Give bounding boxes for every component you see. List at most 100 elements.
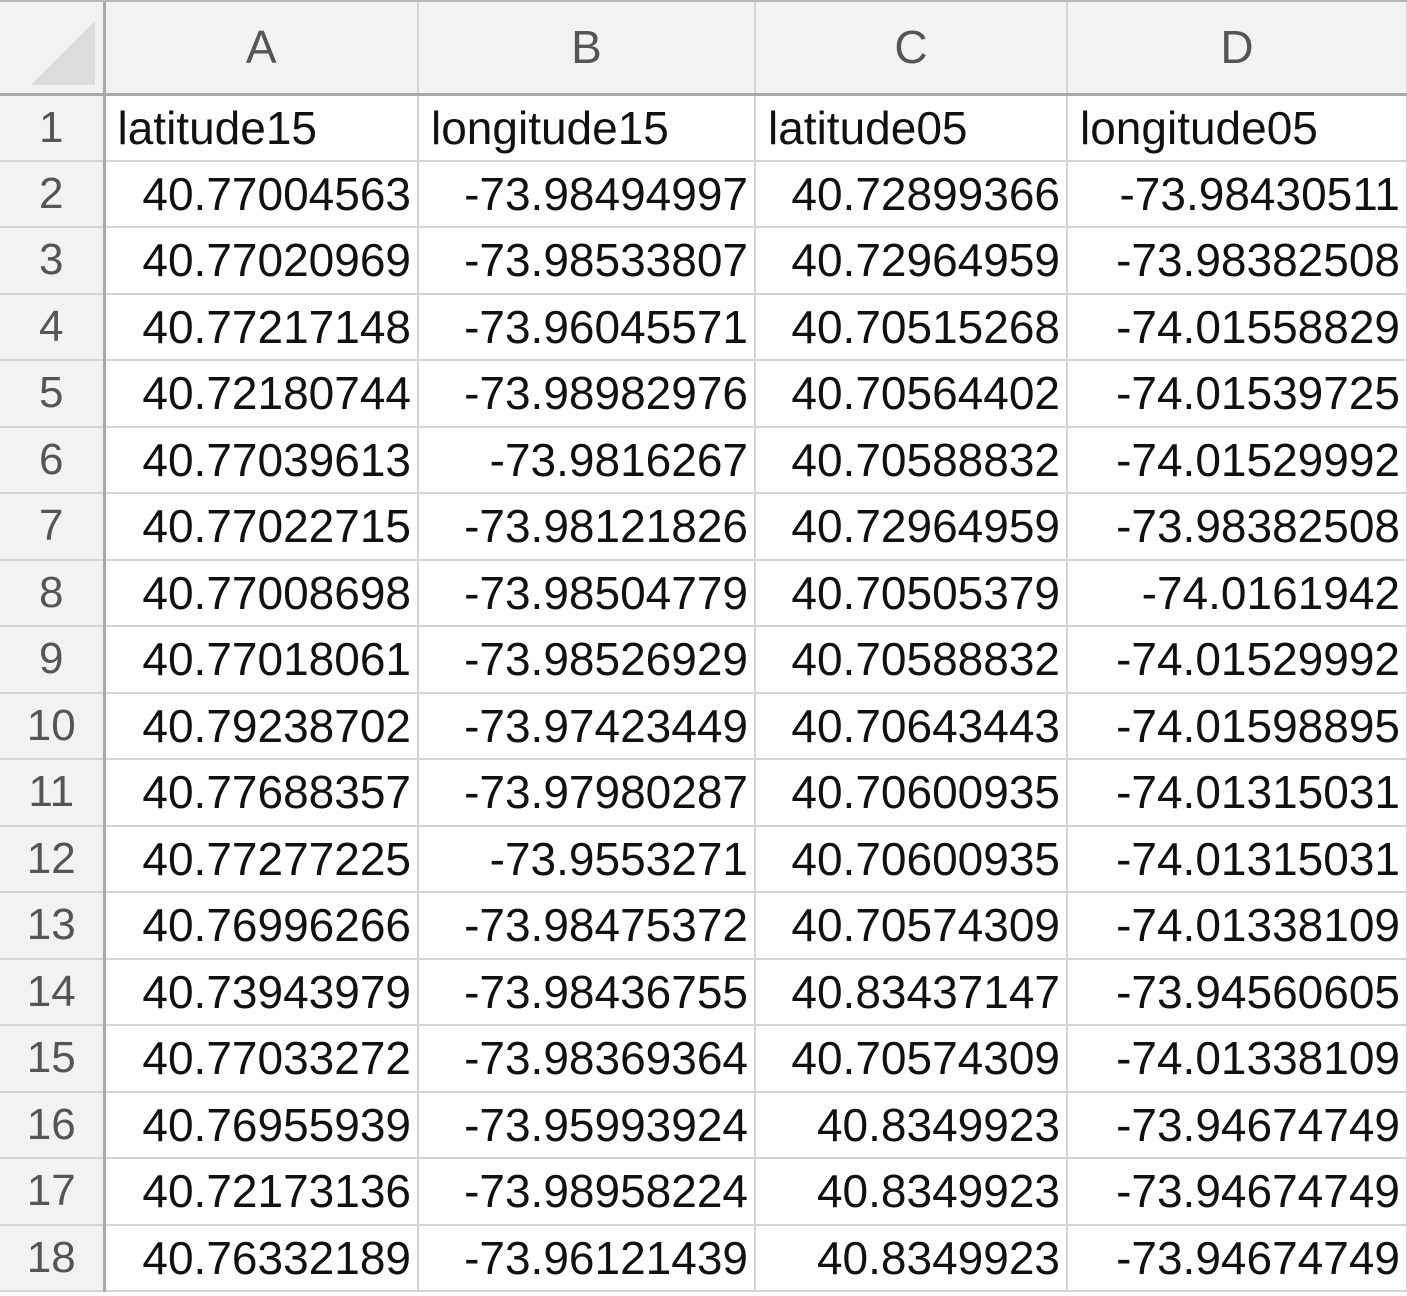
cell-c7[interactable]: 40.72964959	[755, 493, 1068, 561]
cell-b16[interactable]: -73.95993924	[418, 1091, 756, 1159]
cell-b17[interactable]: -73.98958224	[418, 1158, 756, 1226]
row-header[interactable]: 16	[0, 1091, 106, 1159]
cell-b4[interactable]: -73.96045571	[418, 293, 756, 361]
cell-d7[interactable]: -73.98382508	[1067, 493, 1407, 561]
cell-c8[interactable]: 40.70505379	[755, 559, 1068, 627]
cell-d9[interactable]: -74.01529992	[1067, 626, 1407, 694]
row-header[interactable]: 8	[0, 559, 106, 627]
cell-c15[interactable]: 40.70574309	[755, 1025, 1068, 1093]
column-header-b[interactable]: B	[418, 2, 756, 96]
cell-b3[interactable]: -73.98533807	[418, 227, 756, 295]
row-header[interactable]: 18	[0, 1224, 106, 1292]
cell-d15[interactable]: -74.01338109	[1067, 1025, 1407, 1093]
cell-d6[interactable]: -74.01529992	[1067, 426, 1407, 494]
cell-a1[interactable]: latitude15	[104, 94, 419, 162]
cell-a4[interactable]: 40.77217148	[104, 293, 419, 361]
cell-c1[interactable]: latitude05	[755, 94, 1068, 162]
cell-a3[interactable]: 40.77020969	[104, 227, 419, 295]
cell-d18[interactable]: -73.94674749	[1067, 1224, 1407, 1292]
cell-c17[interactable]: 40.8349923	[755, 1158, 1068, 1226]
cell-a6[interactable]: 40.77039613	[104, 426, 419, 494]
row-header[interactable]: 15	[0, 1025, 106, 1093]
cell-a5[interactable]: 40.72180744	[104, 360, 419, 428]
cell-d1[interactable]: longitude05	[1067, 94, 1407, 162]
cell-c2[interactable]: 40.72899366	[755, 160, 1068, 228]
cell-d17[interactable]: -73.94674749	[1067, 1158, 1407, 1226]
column-header-c[interactable]: C	[755, 2, 1068, 96]
cell-c9[interactable]: 40.70588832	[755, 626, 1068, 694]
row-header[interactable]: 11	[0, 759, 106, 827]
row-header[interactable]: 2	[0, 160, 106, 228]
cell-c12[interactable]: 40.70600935	[755, 825, 1068, 893]
cell-c3[interactable]: 40.72964959	[755, 227, 1068, 295]
cell-d5[interactable]: -74.01539725	[1067, 360, 1407, 428]
cell-c13[interactable]: 40.70574309	[755, 892, 1068, 960]
cell-d8[interactable]: -74.0161942	[1067, 559, 1407, 627]
cell-d16[interactable]: -73.94674749	[1067, 1091, 1407, 1159]
cell-c10[interactable]: 40.70643443	[755, 692, 1068, 760]
cell-a18[interactable]: 40.76332189	[104, 1224, 419, 1292]
cell-b7[interactable]: -73.98121826	[418, 493, 756, 561]
cell-b5[interactable]: -73.98982976	[418, 360, 756, 428]
cell-d14[interactable]: -73.94560605	[1067, 958, 1407, 1026]
cell-d4[interactable]: -74.01558829	[1067, 293, 1407, 361]
cell-c6[interactable]: 40.70588832	[755, 426, 1068, 494]
row-header[interactable]: 3	[0, 227, 106, 295]
cell-c4[interactable]: 40.70515268	[755, 293, 1068, 361]
row-header[interactable]: 10	[0, 692, 106, 760]
row-header[interactable]: 13	[0, 892, 106, 960]
cell-a11[interactable]: 40.77688357	[104, 759, 419, 827]
cell-d3[interactable]: -73.98382508	[1067, 227, 1407, 295]
row-header[interactable]: 5	[0, 360, 106, 428]
row-header[interactable]: 14	[0, 958, 106, 1026]
cell-b18[interactable]: -73.96121439	[418, 1224, 756, 1292]
column-header-d[interactable]: D	[1067, 2, 1407, 96]
cell-c14[interactable]: 40.83437147	[755, 958, 1068, 1026]
cell-a17[interactable]: 40.72173136	[104, 1158, 419, 1226]
select-all-corner[interactable]	[0, 2, 106, 96]
row-header[interactable]: 9	[0, 626, 106, 694]
cell-a14[interactable]: 40.73943979	[104, 958, 419, 1026]
cell-d12[interactable]: -74.01315031	[1067, 825, 1407, 893]
cell-a16[interactable]: 40.76955939	[104, 1091, 419, 1159]
cell-a8[interactable]: 40.77008698	[104, 559, 419, 627]
cell-c18[interactable]: 40.8349923	[755, 1224, 1068, 1292]
cell-b9[interactable]: -73.98526929	[418, 626, 756, 694]
cell-a13[interactable]: 40.76996266	[104, 892, 419, 960]
table-row: 5 40.72180744 -73.98982976 40.70564402 -74.0…	[0, 360, 1407, 428]
cell-b8[interactable]: -73.98504779	[418, 559, 756, 627]
table-row: 15 40.77033272 -73.98369364 40.70574309 -74.…	[0, 1025, 1407, 1093]
cell-a15[interactable]: 40.77033272	[104, 1025, 419, 1093]
cell-a9[interactable]: 40.77018061	[104, 626, 419, 694]
cell-b13[interactable]: -73.98475372	[418, 892, 756, 960]
cell-c16[interactable]: 40.8349923	[755, 1091, 1068, 1159]
cell-b12[interactable]: -73.9553271	[418, 825, 756, 893]
cell-b15[interactable]: -73.98369364	[418, 1025, 756, 1093]
cell-b2[interactable]: -73.98494997	[418, 160, 756, 228]
cell-a12[interactable]: 40.77277225	[104, 825, 419, 893]
table-row: 2 40.77004563 -73.98494997 40.72899366 -73.9…	[0, 160, 1407, 228]
row-header[interactable]: 1	[0, 94, 106, 162]
column-header-a[interactable]: A	[104, 2, 419, 96]
cell-a7[interactable]: 40.77022715	[104, 493, 419, 561]
cell-d10[interactable]: -74.01598895	[1067, 692, 1407, 760]
row-header[interactable]: 4	[0, 293, 106, 361]
row-header[interactable]: 17	[0, 1158, 106, 1226]
table-row: 12 40.77277225 -73.9553271 40.70600935 -74.0…	[0, 825, 1407, 893]
cell-b10[interactable]: -73.97423449	[418, 692, 756, 760]
cell-d2[interactable]: -73.98430511	[1067, 160, 1407, 228]
cell-c5[interactable]: 40.70564402	[755, 360, 1068, 428]
cell-a2[interactable]: 40.77004563	[104, 160, 419, 228]
table-row: 8 40.77008698 -73.98504779 40.70505379 -74.0…	[0, 559, 1407, 627]
row-header[interactable]: 12	[0, 825, 106, 893]
row-header[interactable]: 7	[0, 493, 106, 561]
cell-b6[interactable]: -73.9816267	[418, 426, 756, 494]
cell-b1[interactable]: longitude15	[418, 94, 756, 162]
cell-b11[interactable]: -73.97980287	[418, 759, 756, 827]
cell-b14[interactable]: -73.98436755	[418, 958, 756, 1026]
cell-d13[interactable]: -74.01338109	[1067, 892, 1407, 960]
cell-d11[interactable]: -74.01315031	[1067, 759, 1407, 827]
row-header[interactable]: 6	[0, 426, 106, 494]
cell-a10[interactable]: 40.79238702	[104, 692, 419, 760]
cell-c11[interactable]: 40.70600935	[755, 759, 1068, 827]
